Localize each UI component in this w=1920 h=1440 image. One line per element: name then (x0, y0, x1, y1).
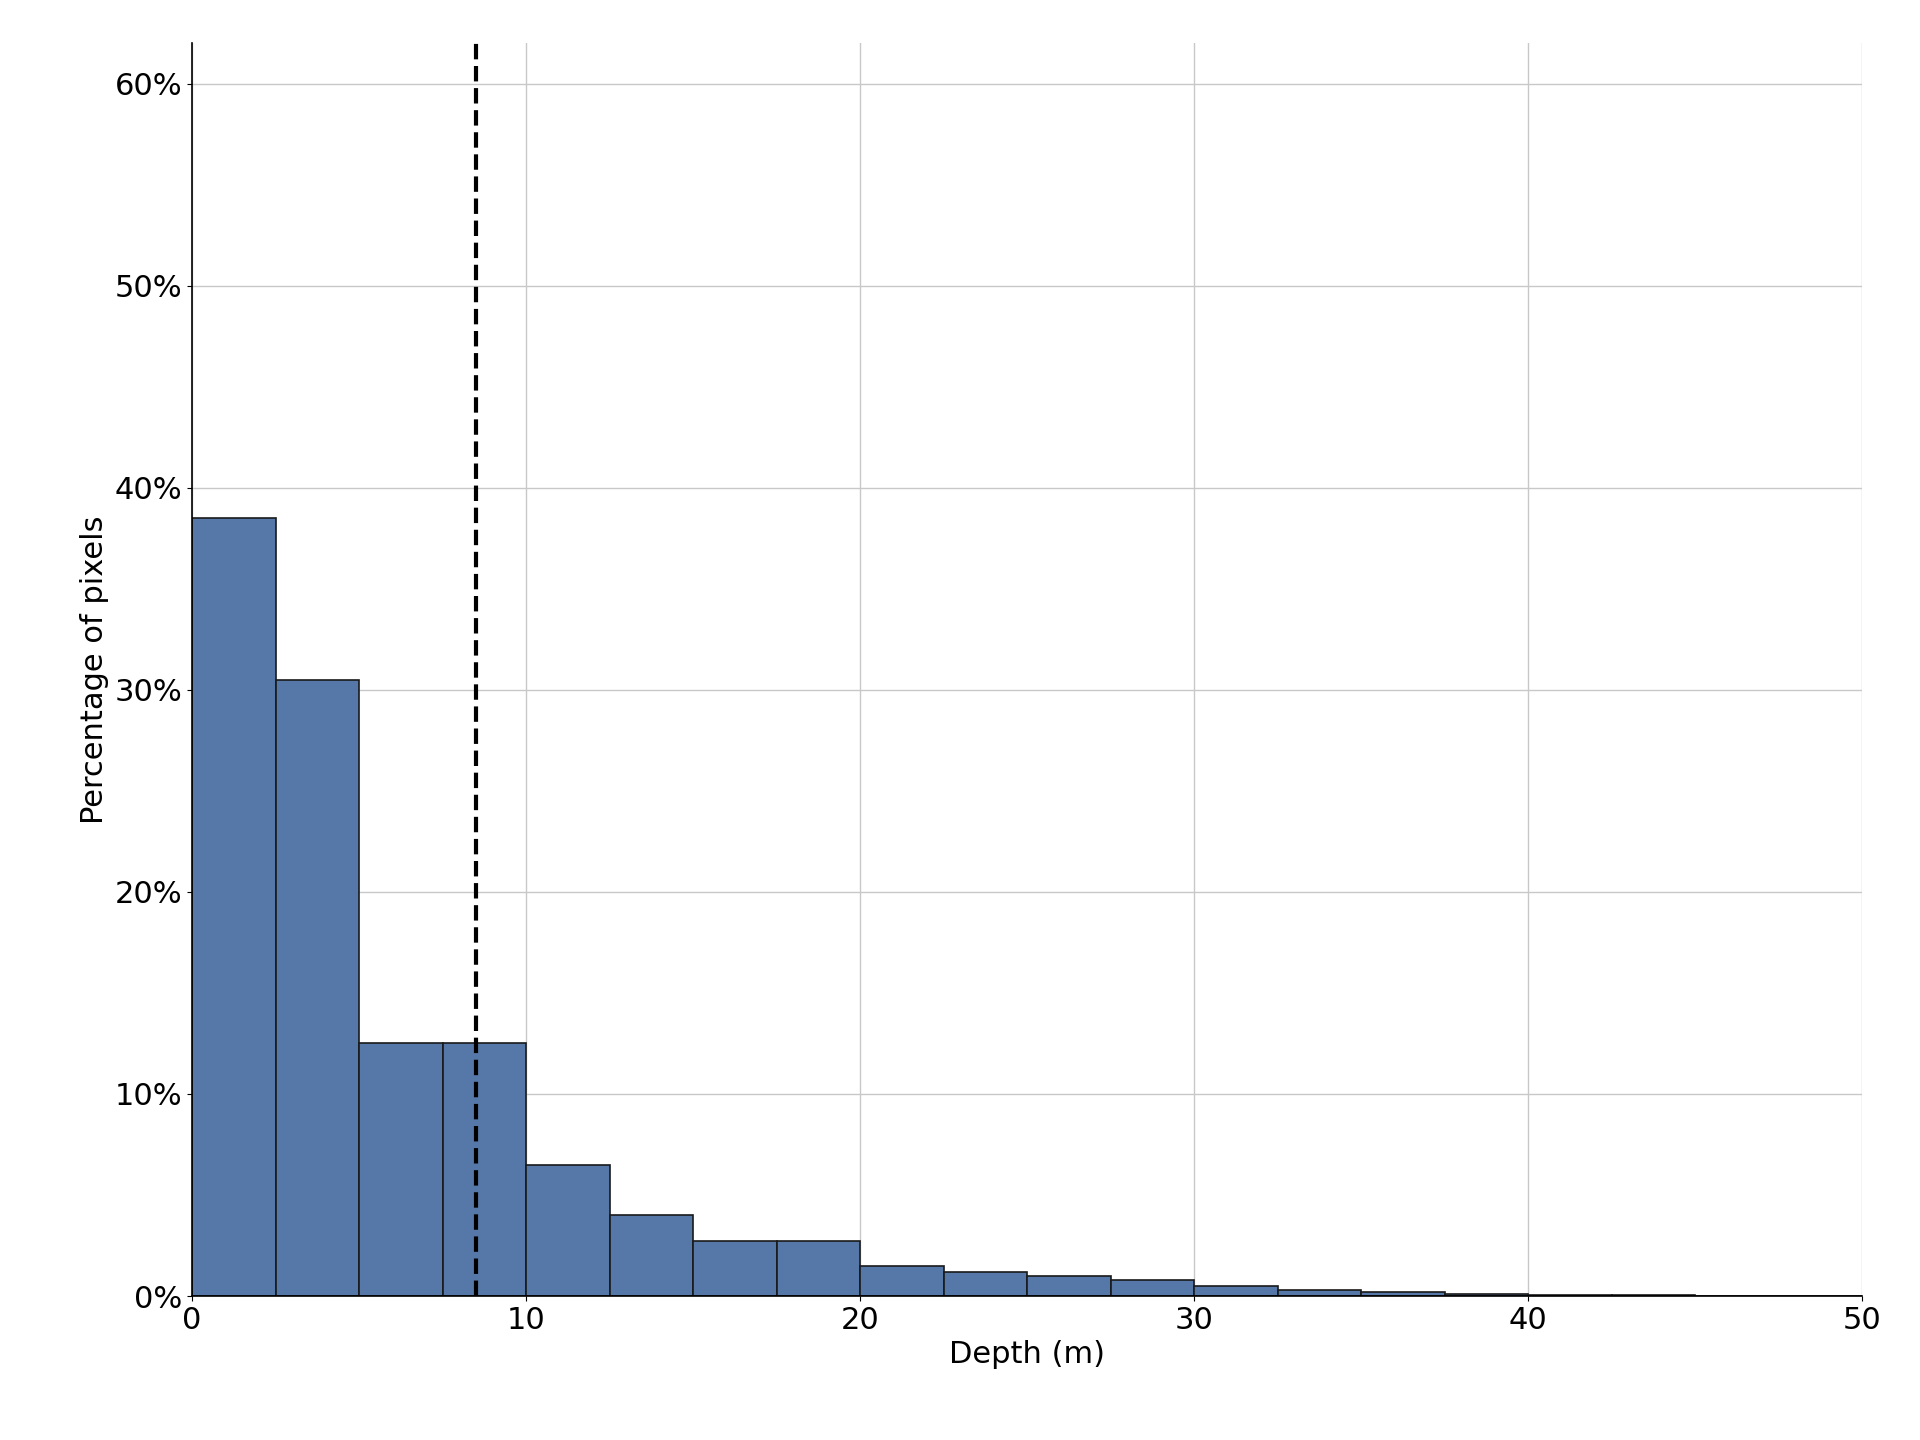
Bar (1110, 1280, 1194, 1296)
Bar (1279, 1290, 1361, 1296)
Bar (276, 680, 359, 1296)
Bar (442, 1044, 526, 1296)
Bar (776, 1241, 860, 1296)
Bar (1027, 1276, 1110, 1296)
Bar (1361, 1292, 1444, 1296)
Y-axis label: Percentage of pixels: Percentage of pixels (81, 516, 109, 824)
Bar (611, 1215, 693, 1296)
Bar (359, 1044, 444, 1296)
Bar (526, 1165, 611, 1296)
Bar (1444, 1295, 1528, 1296)
Bar (945, 1272, 1027, 1296)
Bar (693, 1241, 776, 1296)
Bar (860, 1266, 945, 1296)
Bar (192, 518, 276, 1296)
Bar (1194, 1286, 1279, 1296)
X-axis label: Depth (m): Depth (m) (948, 1341, 1106, 1369)
